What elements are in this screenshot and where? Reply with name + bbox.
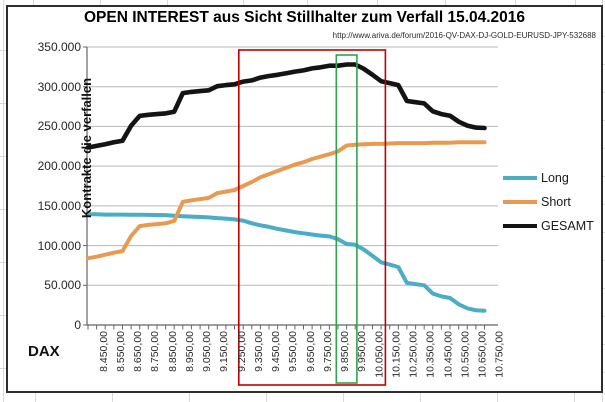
x-tick-label: 10.650,00	[476, 331, 489, 378]
sheet-gridline	[167, 0, 168, 5]
x-tick-label: 9.850,00	[338, 331, 351, 372]
y-tick-label: 50.000	[44, 278, 81, 292]
sheet-gridline	[497, 390, 498, 402]
legend: Long Short GESAMT	[503, 166, 594, 238]
sheet-gridline	[35, 390, 36, 402]
gesamt-line-swatch	[503, 224, 537, 228]
y-tick-label: 100.000	[37, 239, 81, 253]
x-tick-label: 9.650,00	[304, 331, 317, 372]
sheet-gridline	[0, 209, 6, 210]
sheet-gridline	[3, 0, 4, 402]
sheet-gridline	[377, 0, 378, 5]
x-tick-label: 9.150,00	[218, 331, 231, 372]
x-tick-label: 10.450,00	[442, 331, 455, 378]
chart-frame: OPEN INTEREST aus Sicht Stillhalter zum …	[6, 5, 603, 393]
sheet-gridline	[0, 103, 6, 104]
x-axis-title: DAX	[28, 343, 60, 360]
sheet-gridline	[0, 50, 6, 51]
x-tick-label: 9.050,00	[200, 331, 213, 372]
y-tick-label: 300.000	[37, 80, 81, 94]
y-tick-label: 250.000	[37, 119, 81, 133]
x-tick-label: 9.750,00	[321, 331, 334, 372]
legend-item-long: Long	[503, 166, 594, 190]
x-tick-label: 8.550,00	[114, 331, 127, 372]
sheet-gridline	[343, 390, 344, 402]
x-tick-label: 10.250,00	[407, 331, 420, 378]
source-url-text: http://www.ariva.de/forum/2016-QV-DAX-DJ…	[332, 31, 596, 40]
sheet-gridline	[243, 0, 244, 5]
y-axis-title: Kontrakte die verfallen	[79, 77, 94, 219]
legend-item-short: Short	[503, 190, 594, 214]
chart-title: OPEN INTEREST aus Sicht Stillhalter zum …	[83, 9, 526, 26]
x-tick-label: 10.050,00	[373, 331, 386, 378]
sheet-gridline	[575, 0, 576, 5]
x-tick-label: 10.750,00	[494, 331, 506, 378]
x-tick-label: 10.550,00	[459, 331, 472, 378]
legend-label-short: Short	[541, 195, 571, 209]
legend-label-long: Long	[541, 171, 569, 185]
sheet-gridline	[189, 390, 190, 402]
y-tick-label: 150.000	[37, 199, 81, 213]
legend-item-gesamt: GESAMT	[503, 214, 594, 238]
short-line-swatch	[503, 200, 537, 204]
sheet-gridline	[445, 0, 446, 5]
x-tick-label: 8.450,00	[97, 331, 110, 372]
x-tick-label: 10.150,00	[390, 331, 403, 378]
plot-area	[83, 46, 498, 386]
x-tick-label: 9.250,00	[235, 331, 248, 372]
x-tick-label: 8.950,00	[183, 331, 196, 372]
long-line-swatch	[503, 176, 537, 180]
x-tick-label: 9.550,00	[287, 331, 300, 372]
x-tick-label: 8.650,00	[132, 331, 144, 372]
sheet-gridline	[307, 0, 308, 5]
sheet-gridline	[100, 0, 101, 5]
y-tick-label: 0	[74, 318, 81, 332]
sheet-gridline	[574, 390, 575, 402]
y-tick-label: 350.000	[37, 40, 81, 54]
sheet-gridline	[0, 315, 6, 316]
x-tick-label: 8.850,00	[166, 331, 179, 372]
x-tick-label: 9.450,00	[269, 331, 282, 372]
sheet-gridline	[112, 390, 113, 402]
sheet-gridline	[266, 390, 267, 402]
sheet-gridline	[420, 390, 421, 402]
x-tick-label: 8.750,00	[149, 331, 162, 372]
sheet-gridline	[515, 0, 516, 5]
x-tick-label: 10.350,00	[425, 331, 438, 378]
sheet-gridline	[0, 156, 6, 157]
legend-label-gesamt: GESAMT	[541, 219, 594, 233]
sheet-gridline	[0, 262, 6, 263]
sheet-gridline	[0, 368, 6, 369]
sheet-gridline	[33, 0, 34, 5]
y-tick-label: 200.000	[37, 159, 81, 173]
x-tick-label: 9.350,00	[252, 331, 265, 372]
x-tick-label: 9.950,00	[356, 331, 369, 372]
